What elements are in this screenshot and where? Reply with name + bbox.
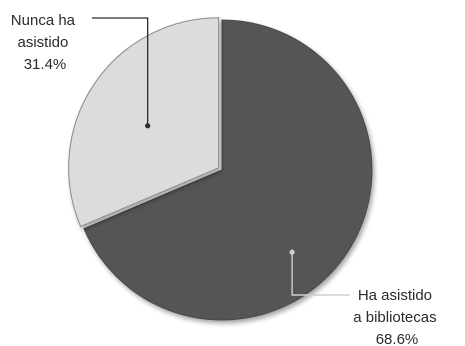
- pie-slice-nunca-ha-asistido: [68, 17, 220, 228]
- slice-label-nunca: Nunca ha asistido 31.4%: [11, 12, 79, 73]
- leader-dot-nunca: [145, 123, 151, 129]
- slice-label-ha-asistido: Ha asistido a bibliotecas 68.6%: [353, 287, 441, 346]
- label-nunca-line-2: asistido: [17, 34, 68, 51]
- label-ha-percent: 68.6%: [376, 331, 419, 346]
- pie-slice-ha-asistido: [83, 19, 373, 321]
- label-nunca-percent: 31.4%: [24, 56, 67, 73]
- label-nunca-line-1: Nunca ha: [11, 12, 76, 29]
- leader-line-ha-asistido: [291, 252, 350, 296]
- leader-line-nunca: [92, 17, 149, 126]
- leader-dot-ha-asistido: [289, 249, 295, 255]
- label-ha-line-1: Ha asistido: [358, 287, 432, 304]
- label-ha-line-2: a bibliotecas: [353, 309, 436, 326]
